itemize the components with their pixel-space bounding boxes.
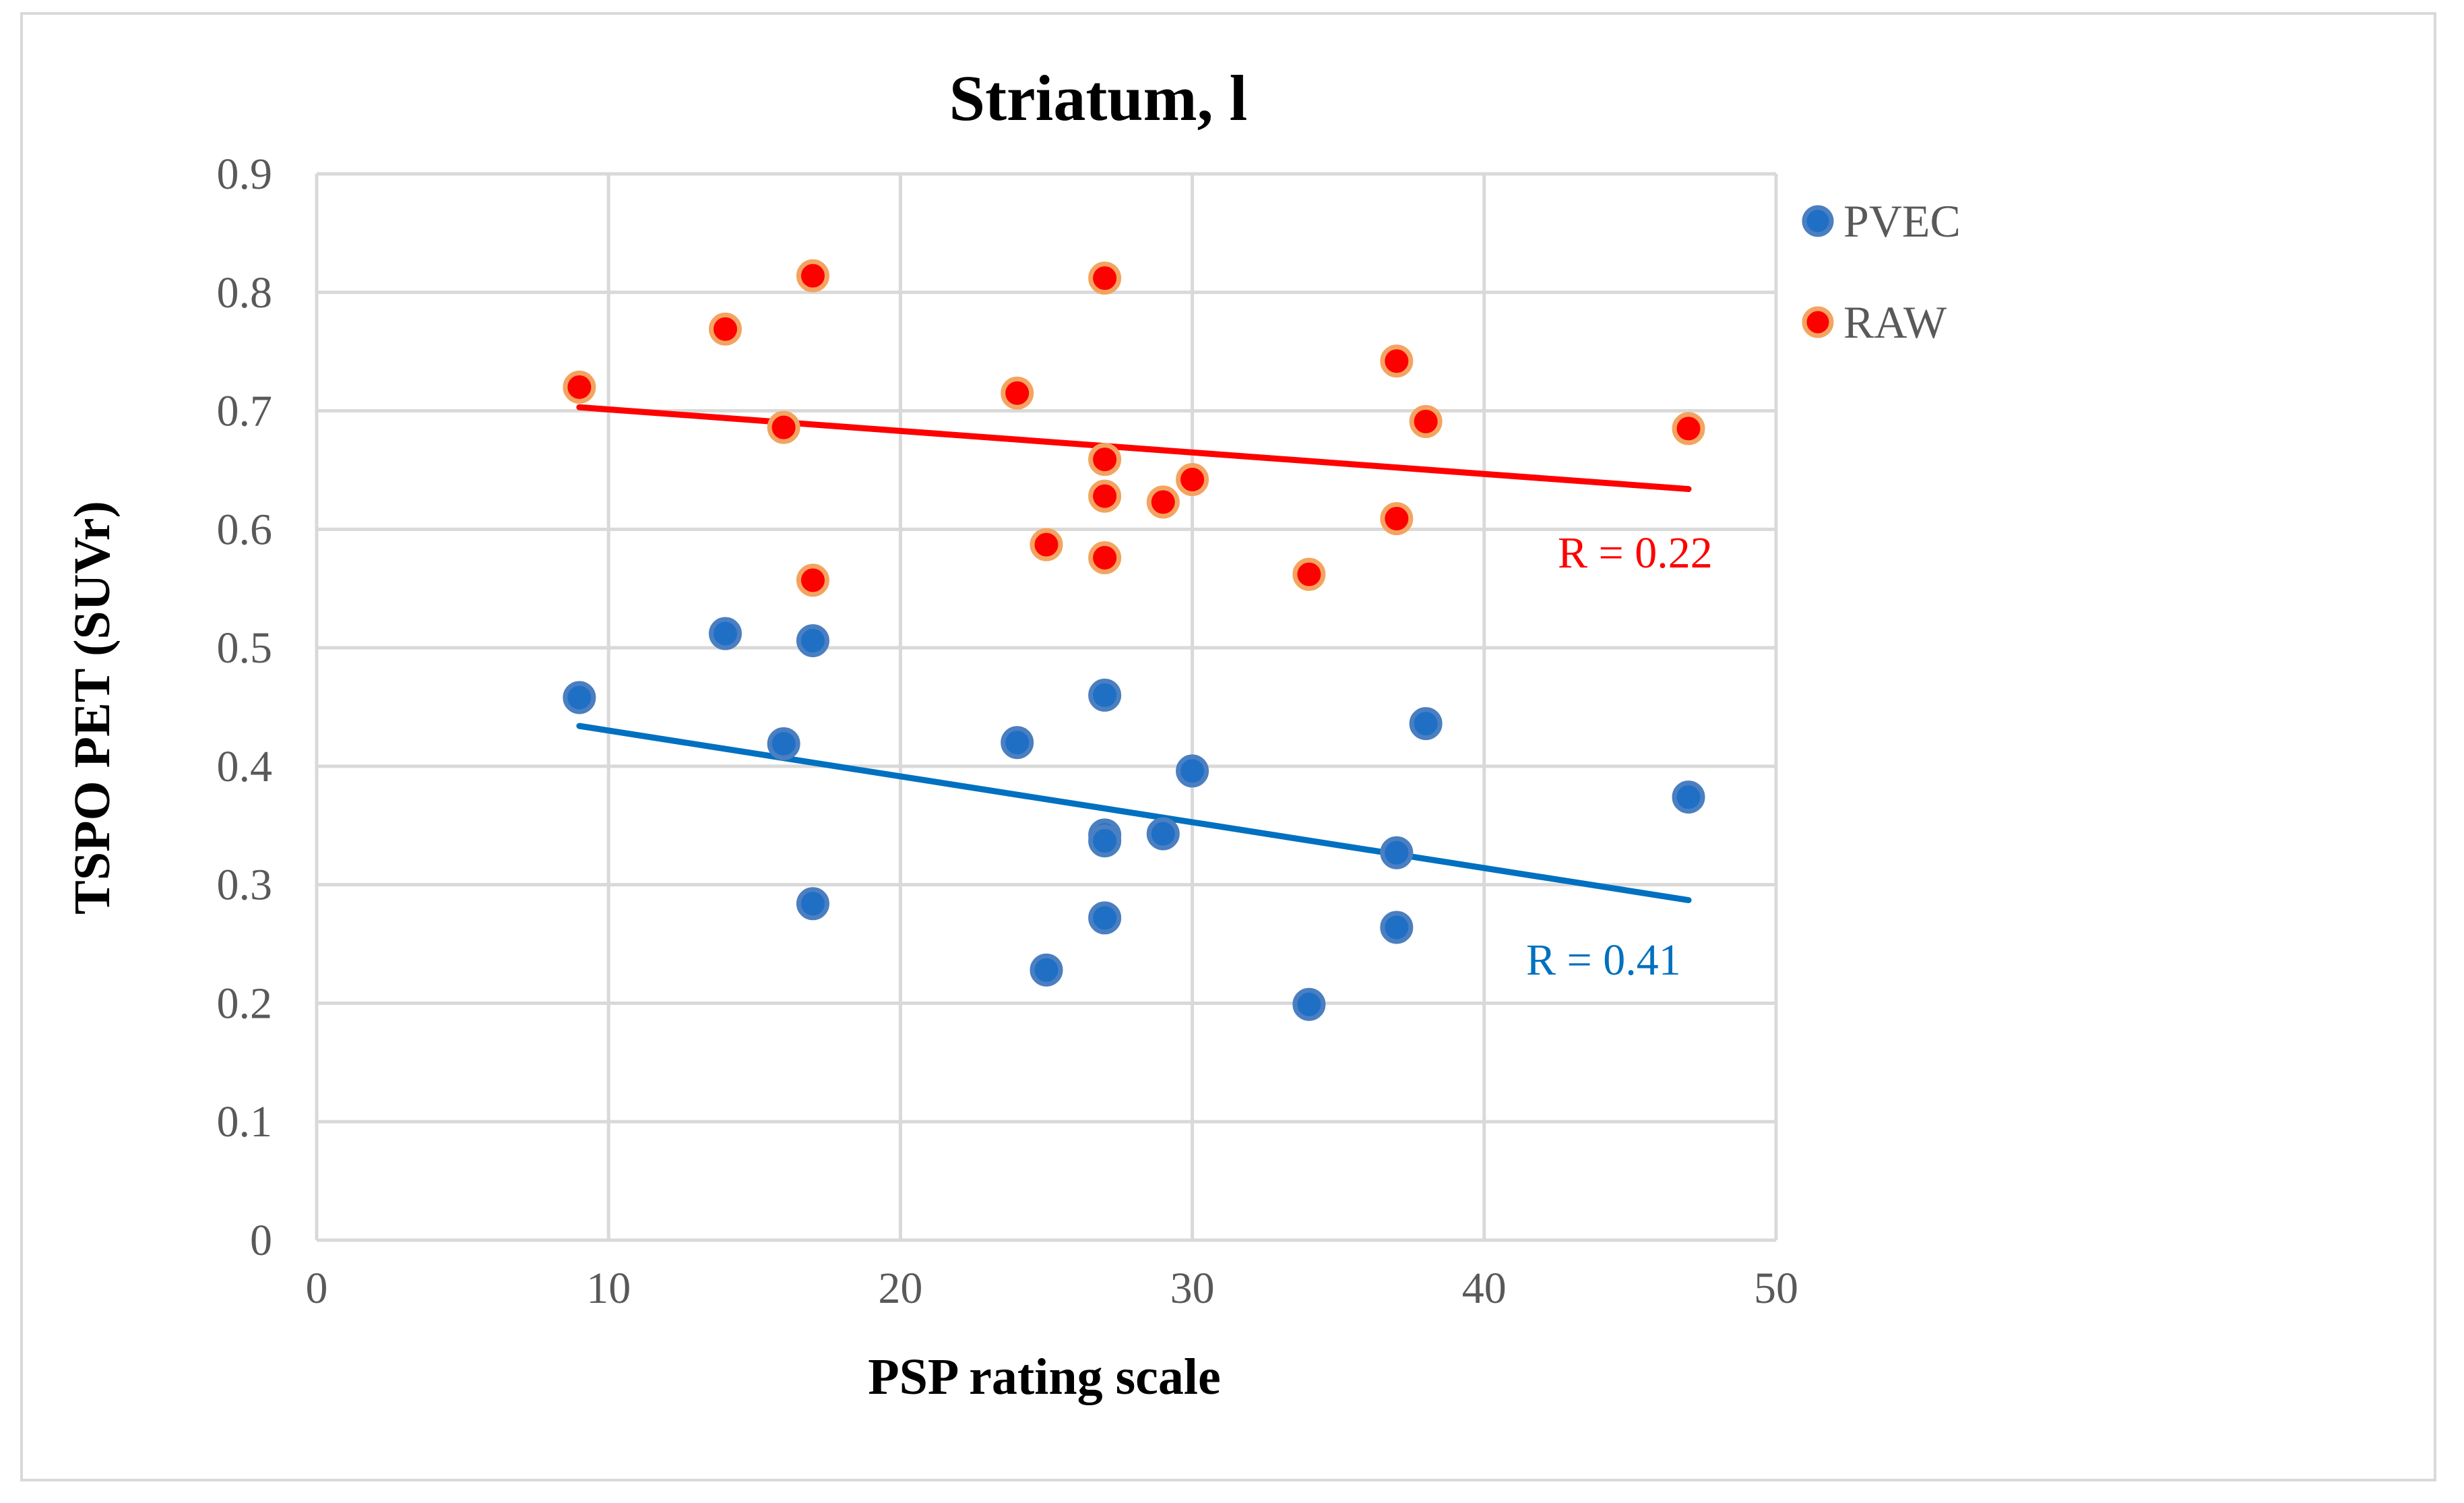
data-point-pvec: [1176, 754, 1209, 788]
data-points: [563, 259, 1705, 1021]
data-point-raw: [1146, 485, 1180, 519]
legend-label-raw: RAW: [1843, 297, 1947, 348]
data-point-pvec: [1088, 824, 1122, 858]
data-point-raw: [1001, 376, 1034, 410]
data-point-pvec: [767, 727, 800, 760]
data-point-pvec: [1409, 707, 1443, 741]
y-tick-label: 0.8: [217, 268, 273, 317]
chart-frame: [20, 12, 2436, 1481]
y-tick-label: 0: [250, 1216, 272, 1265]
data-point-raw: [1292, 557, 1326, 591]
data-point-pvec: [1088, 901, 1122, 935]
x-tick-label: 10: [586, 1264, 631, 1313]
x-tick-label: 20: [878, 1264, 922, 1313]
y-tick-label: 0.7: [217, 387, 273, 436]
data-point-pvec: [1088, 678, 1122, 712]
data-point-pvec: [563, 681, 596, 714]
y-tick-label: 0.6: [217, 505, 273, 554]
tick-labels: 0 10 20 30 40 50 0 0.1 0.2 0.3 0.4 0.5 0.6 0.7 0.8 0.9: [217, 150, 1799, 1313]
legend-item-raw: RAW: [1802, 297, 1947, 348]
trendline-raw: [576, 404, 1692, 493]
legend: PVEC RAW: [1802, 195, 1961, 348]
data-point-raw: [1672, 412, 1705, 446]
data-point-pvec: [1030, 953, 1063, 987]
x-tick-label: 30: [1170, 1264, 1215, 1313]
data-point-raw: [1088, 262, 1122, 295]
chart-title: Striatum, l: [949, 62, 1248, 134]
data-point-raw: [1030, 528, 1063, 561]
gridlines: [315, 172, 1778, 1242]
y-tick-label: 0.2: [217, 979, 273, 1028]
data-point-raw: [1088, 479, 1122, 513]
data-point-raw: [1088, 443, 1122, 477]
y-tick-label: 0.3: [217, 861, 273, 910]
data-point-raw: [767, 410, 800, 444]
data-point-pvec: [1380, 836, 1414, 869]
legend-label-pvec: PVEC: [1843, 195, 1961, 247]
data-point-raw: [1176, 463, 1209, 497]
y-tick-label: 0.1: [217, 1097, 273, 1146]
x-axis-label: PSP rating scale: [868, 1349, 1221, 1405]
data-point-pvec: [1292, 987, 1326, 1021]
data-point-raw: [563, 370, 596, 404]
data-point-pvec: [796, 624, 829, 658]
data-point-raw: [796, 563, 829, 597]
legend-item-pvec: PVEC: [1802, 195, 1961, 247]
data-point-pvec: [796, 887, 829, 921]
data-point-raw: [1380, 344, 1414, 378]
y-axis-label: TSPO PET (SUVr): [64, 501, 121, 915]
x-tick-label: 0: [306, 1264, 328, 1313]
y-tick-label: 0.4: [217, 742, 273, 791]
data-point-raw: [796, 259, 829, 293]
trendline-pvec: [576, 723, 1692, 904]
data-point-raw: [708, 312, 742, 346]
data-point-pvec: [1672, 780, 1705, 814]
y-tick-label: 0.9: [217, 150, 273, 199]
r-label-pvec: R = 0.41: [1526, 935, 1681, 985]
y-tick-label: 0.5: [217, 623, 273, 673]
x-tick-label: 50: [1754, 1264, 1798, 1313]
trendlines: [576, 404, 1692, 904]
data-point-raw: [1380, 502, 1414, 536]
data-point-pvec: [1380, 911, 1414, 944]
r-label-raw: R = 0.22: [1558, 528, 1713, 578]
data-point-pvec: [1001, 726, 1034, 760]
data-point-raw: [1088, 541, 1122, 575]
legend-marker-pvec: [1802, 205, 1834, 237]
data-point-raw: [1409, 404, 1443, 438]
x-tick-label: 40: [1462, 1264, 1507, 1313]
data-point-pvec: [1146, 817, 1180, 851]
legend-marker-raw: [1802, 306, 1834, 338]
data-point-pvec: [708, 617, 742, 650]
